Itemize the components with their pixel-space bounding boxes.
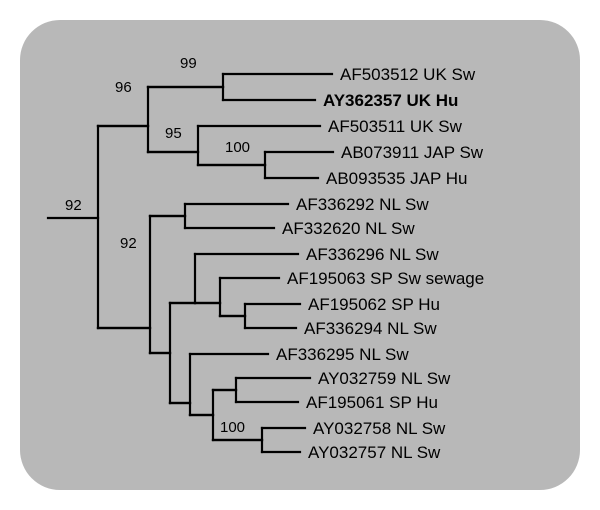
taxon-label: AB073911 JAP Sw xyxy=(341,143,484,162)
bootstrap-label: 100 xyxy=(220,419,245,436)
taxon-label: AF503512 UK Sw xyxy=(340,65,476,84)
taxon-label: AF195063 SP Sw sewage xyxy=(287,269,484,288)
taxon-label: AF503511 UK Sw xyxy=(328,117,463,136)
bootstrap-label: 96 xyxy=(115,79,132,96)
taxon-label: AF332620 NL Sw xyxy=(282,219,415,238)
taxon-label: AB093535 JAP Hu xyxy=(326,169,467,188)
bootstrap-label: 100 xyxy=(225,139,250,156)
taxon-label: AF336294 NL Sw xyxy=(304,319,437,338)
taxon-label: AF336295 NL Sw xyxy=(276,345,409,364)
phylo-tree: AF503512 UK Sw AY362357 UK Hu AF503511 UK … xyxy=(20,20,580,490)
taxon-label: AF195062 SP Hu xyxy=(308,295,440,314)
taxon-label: AF336292 NL Sw xyxy=(296,195,429,214)
bootstrap-label: 92 xyxy=(120,235,137,252)
taxon-label: AY032758 NL Sw xyxy=(313,419,446,438)
taxon-label: AY032759 NL Sw xyxy=(318,369,451,388)
taxon-label: AF195061 SP Hu xyxy=(306,393,438,412)
bootstrap-label: 99 xyxy=(180,55,197,72)
taxon-label: AY362357 UK Hu xyxy=(323,91,458,110)
bootstrap-label: 95 xyxy=(165,125,182,142)
bootstrap-label: 92 xyxy=(65,197,82,214)
taxon-label: AF336296 NL Sw xyxy=(306,245,439,264)
taxon-label: AY032757 NL Sw xyxy=(308,443,441,462)
tree-panel: AF503512 UK Sw AY362357 UK Hu AF503511 UK … xyxy=(20,20,580,490)
